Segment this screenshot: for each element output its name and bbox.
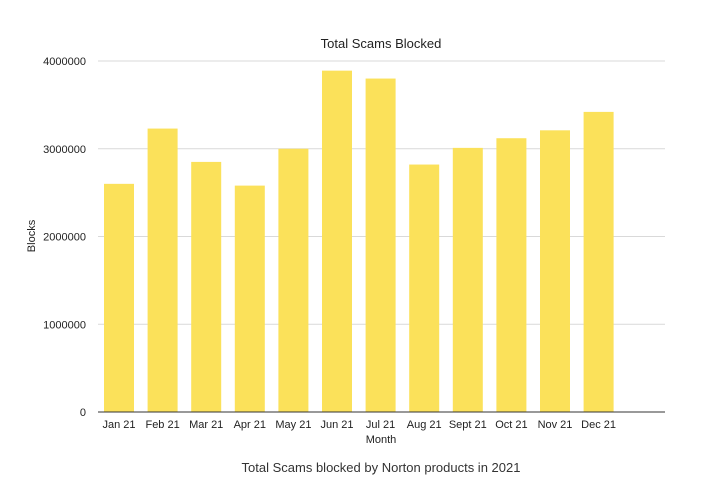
bar — [322, 70, 352, 412]
bar — [409, 164, 440, 412]
bar — [104, 183, 134, 412]
y-axis-title: Blocks — [26, 219, 38, 252]
y-tick-label: 4000000 — [43, 56, 86, 68]
chart-title: Total Scams Blocked — [321, 36, 442, 51]
y-tick-label: 2000000 — [43, 232, 86, 244]
bar — [278, 148, 309, 412]
x-tick-label: Jun 21 — [320, 419, 353, 431]
bar — [234, 185, 265, 412]
x-tick-label: Mar 21 — [189, 419, 223, 431]
x-tick-label: Aug 21 — [407, 419, 442, 431]
x-axis-ticks: Jan 21 Feb 21 Mar 21 Apr 21 May 21 Jun 21 Jul … — [102, 419, 616, 431]
x-tick-label: Oct 21 — [495, 419, 527, 431]
bar — [496, 138, 527, 412]
x-tick-label: May 21 — [275, 419, 311, 431]
y-tick-label: 3000000 — [43, 144, 86, 156]
bars — [104, 70, 614, 413]
x-tick-label: Sept 21 — [449, 419, 487, 431]
y-axis-ticks: 0 1000000 2000000 3000000 4000000 — [43, 56, 86, 419]
chart-caption: Total Scams blocked by Norton products i… — [242, 460, 521, 475]
bar — [452, 147, 483, 412]
x-tick-label: Apr 21 — [234, 419, 266, 431]
y-tick-label: 1000000 — [43, 319, 86, 331]
x-axis-title: Month — [366, 434, 397, 446]
bar — [147, 128, 178, 412]
bar — [540, 130, 570, 412]
y-tick-label: 0 — [80, 407, 86, 419]
bar — [583, 111, 614, 413]
x-tick-label: Feb 21 — [145, 419, 179, 431]
x-tick-label: Dec 21 — [581, 419, 616, 431]
bar — [365, 78, 396, 413]
x-tick-label: Jul 21 — [366, 419, 395, 431]
x-tick-label: Jan 21 — [102, 419, 135, 431]
bar — [191, 161, 222, 412]
x-tick-label: Nov 21 — [538, 419, 573, 431]
